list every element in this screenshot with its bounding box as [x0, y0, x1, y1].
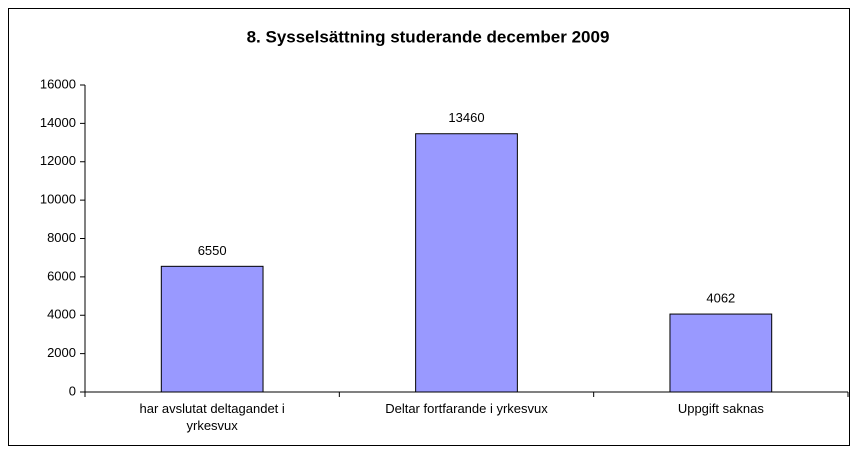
x-tick-label-box: Deltar fortfarande i yrkesvux — [385, 401, 548, 416]
data-label: 13460 — [448, 110, 484, 125]
bar — [415, 133, 518, 393]
x-tick-label: Deltar fortfarande i yrkesvux — [385, 401, 548, 416]
x-tick-label: Uppgift saknas — [677, 401, 764, 416]
y-tick-label: 2000 — [47, 345, 76, 360]
data-label: 6550 — [198, 243, 227, 258]
data-label: 4062 — [706, 290, 735, 305]
y-tick-label: 16000 — [40, 76, 76, 91]
y-tick-label: 6000 — [47, 268, 76, 283]
chart-title: 8. Sysselsättning studerande december 20… — [247, 27, 610, 46]
y-tick-label: 0 — [69, 383, 76, 398]
x-tick-label-box: Uppgift saknas — [677, 401, 764, 416]
x-tick-label-box: har avslutat deltagandet i yrkesvux — [139, 401, 285, 433]
bar — [669, 313, 773, 393]
y-tick-label: 14000 — [40, 115, 76, 130]
bar — [160, 265, 264, 393]
x-tick-label: har avslutat deltagandet i yrkesvux — [139, 401, 285, 433]
y-tick-label: 10000 — [40, 192, 76, 207]
y-tick-label: 12000 — [40, 153, 76, 168]
y-tick-label: 4000 — [47, 307, 76, 322]
y-tick-label: 8000 — [47, 230, 76, 245]
